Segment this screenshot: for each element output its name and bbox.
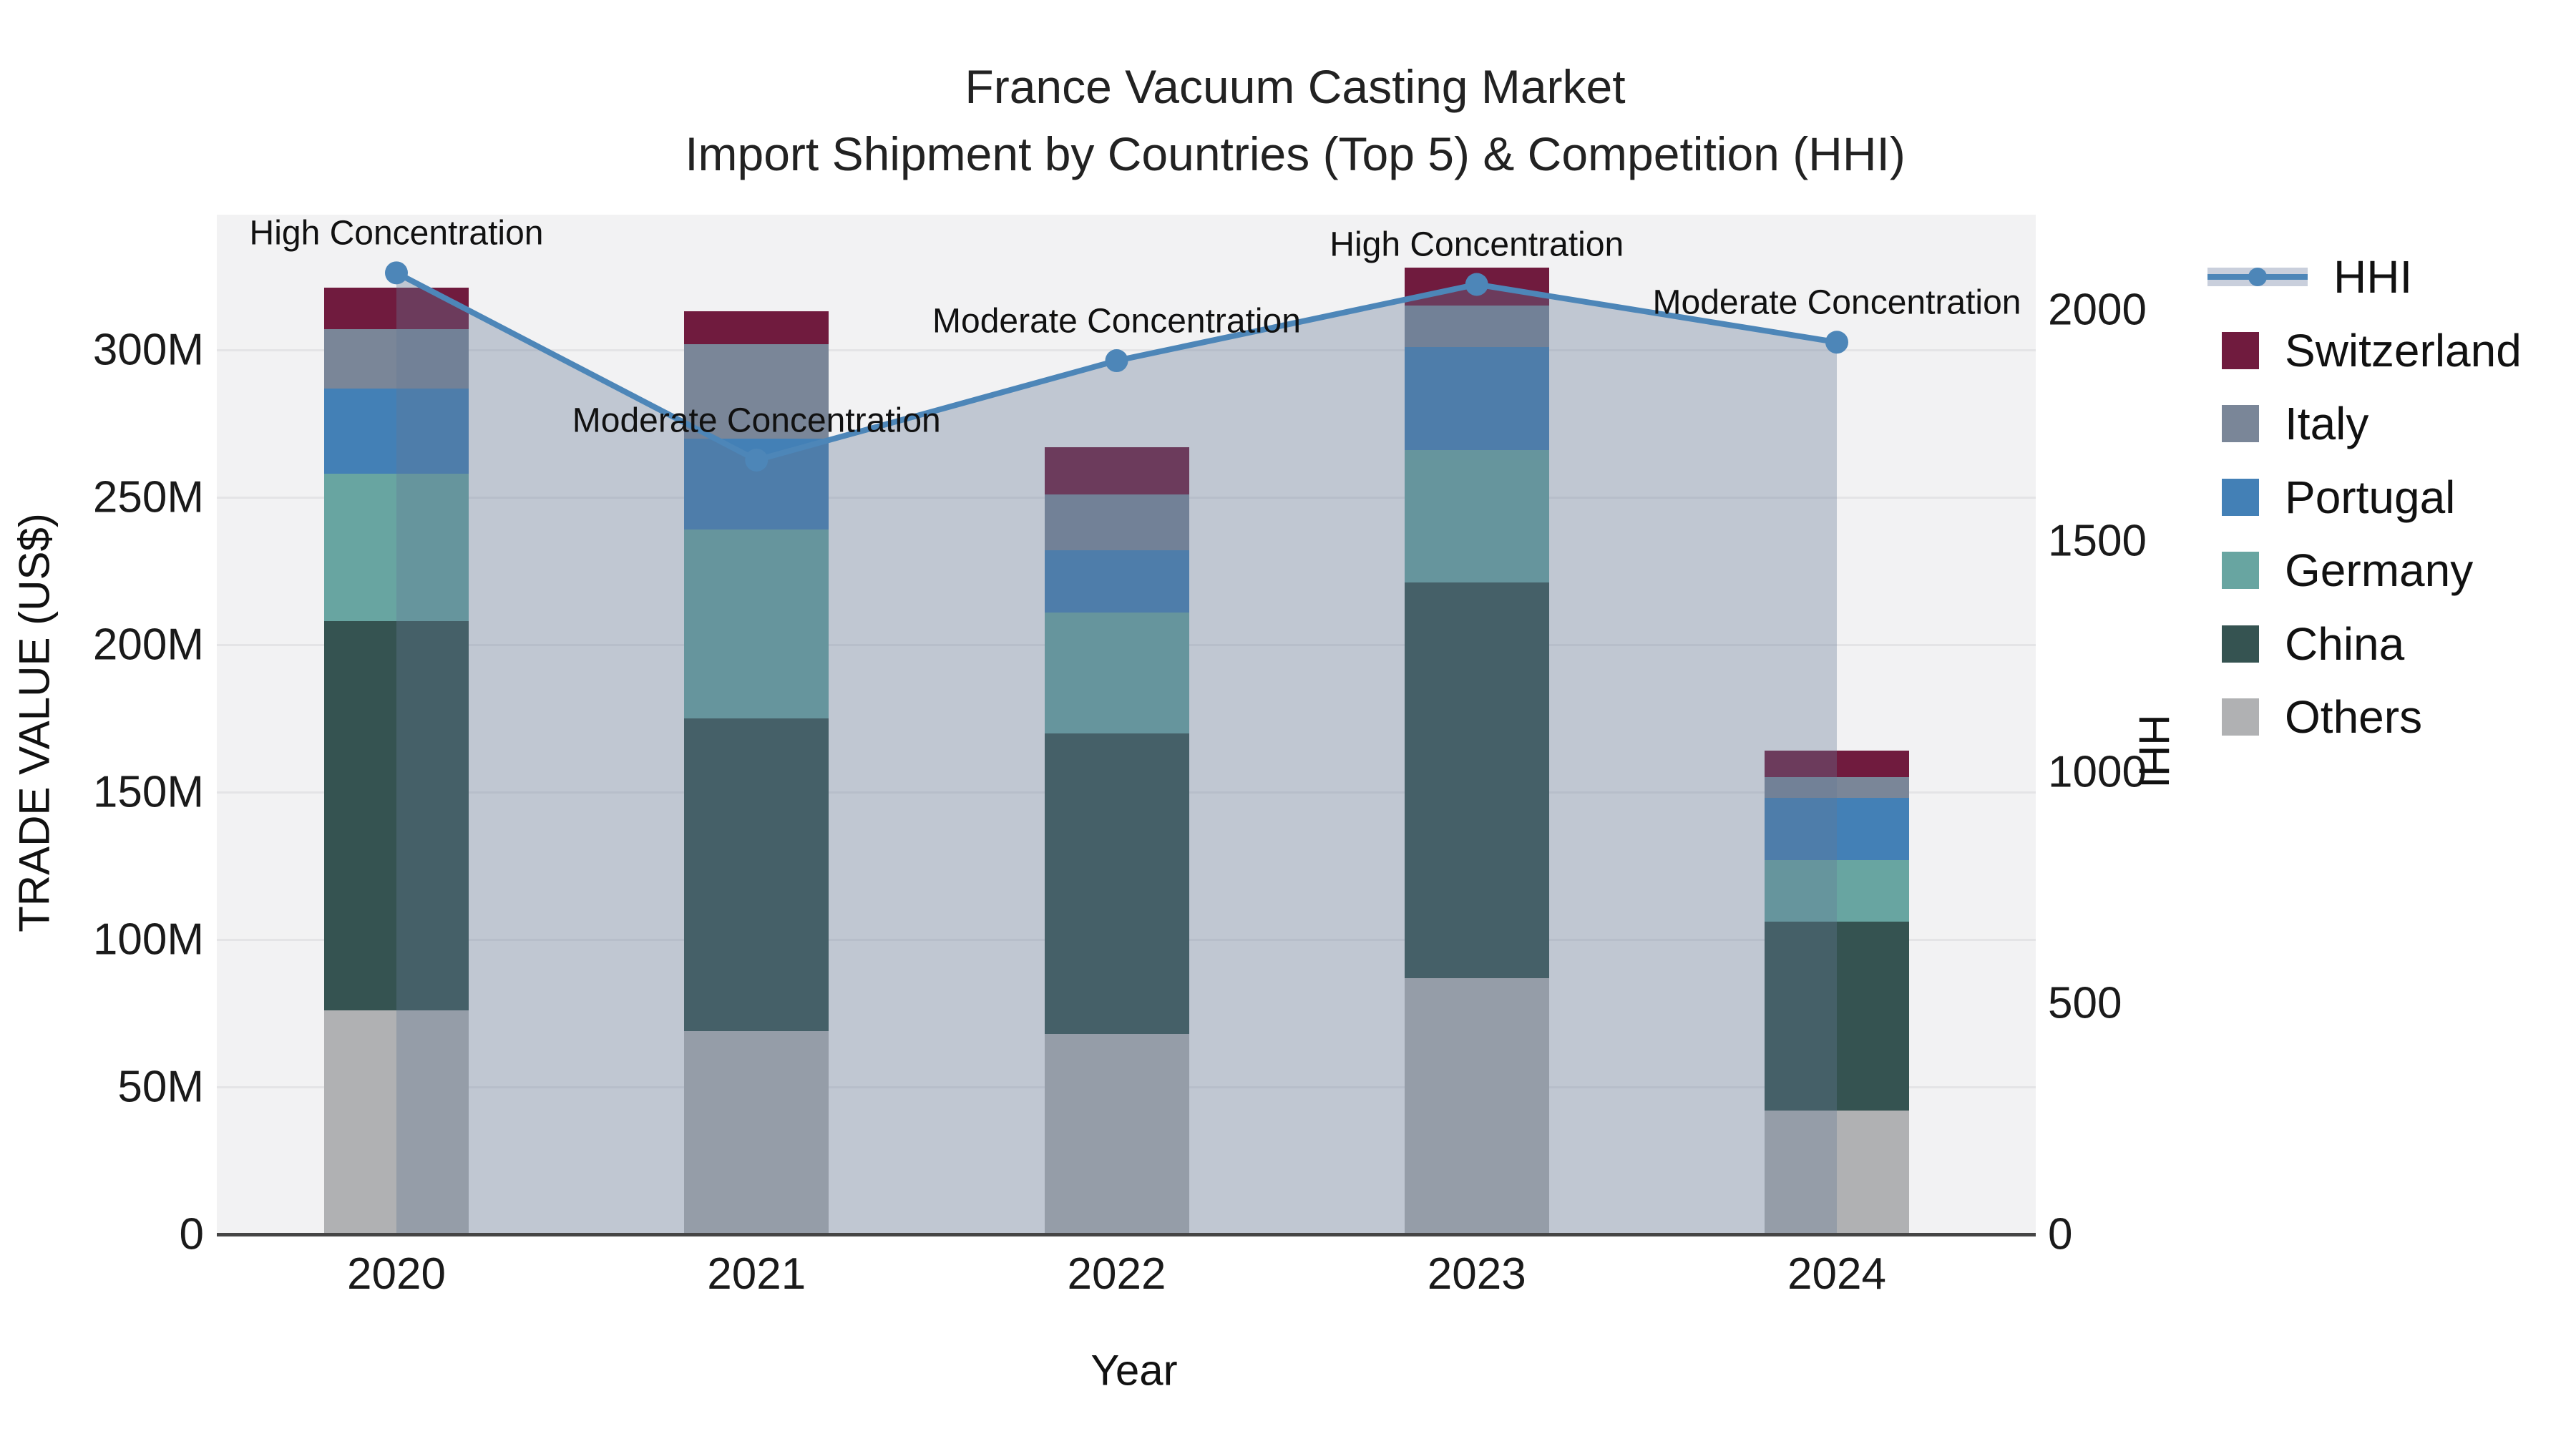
legend-label-china: China [2285,618,2405,670]
bar-segment-2024-portugal[interactable] [1765,798,1909,860]
legend-swatch-germany [2222,552,2259,589]
x-axis-title: Year [1091,1346,1178,1395]
annotation-2023: High Concentration [1330,225,1624,264]
y-left-tick-300M: 300M [92,325,204,375]
legend-item-others[interactable]: Others [2207,691,2423,743]
y-left-tick-200M: 200M [92,620,204,670]
bar-segment-2020-china[interactable] [324,621,469,1010]
legend-label-others: Others [2285,691,2423,743]
y-left-tick-150M: 150M [92,767,204,817]
chart-title: France Vacuum Casting Market Import Ship… [685,63,1906,177]
y-left-tick-100M: 100M [92,914,204,965]
bar-segment-2022-italy[interactable] [1044,494,1189,551]
hhi-marker-2024[interactable] [1825,331,1848,354]
annotation-2021: Moderate Concentration [572,401,941,440]
hhi-marker-2022[interactable] [1105,349,1128,373]
bar-segment-2021-switzerland[interactable] [684,311,829,344]
x-tick-2022: 2022 [1067,1249,1166,1299]
y-left-tick-50M: 50M [117,1062,204,1112]
x-tick-2021: 2021 [707,1249,806,1299]
bar-segment-2023-others[interactable] [1404,977,1549,1234]
legend-swatch-others [2222,698,2259,736]
hhi-marker-2020[interactable] [385,261,408,285]
bar-segment-2020-italy[interactable] [324,329,469,389]
annotation-2022: Moderate Concentration [932,302,1301,341]
y-right-tick-500: 500 [2048,978,2122,1028]
hhi-marker-2023[interactable] [1465,273,1488,296]
bar-segment-2023-china[interactable] [1404,582,1549,978]
legend-swatch-china [2222,625,2259,663]
gridline-300M [217,348,2036,351]
y-left-tick-0: 0 [179,1209,204,1259]
y-axis-title-right: HHI [2129,714,2178,789]
bar-segment-2022-portugal[interactable] [1044,550,1189,613]
legend-label-germany: Germany [2285,545,2474,596]
legend-label-hhi: HHI [2333,251,2413,303]
y-right-tick-1000: 1000 [2048,747,2147,797]
bar-segment-2020-portugal[interactable] [324,388,469,474]
hhi-marker-2021[interactable] [745,448,769,472]
legend-label-switzerland: Switzerland [2285,324,2522,376]
x-axis-line [217,1233,2036,1236]
annotation-2024: Moderate Concentration [1652,283,2021,322]
bar-segment-2024-italy[interactable] [1765,777,1909,799]
hhi-line-icon [2207,263,2308,291]
bar-segment-2024-others[interactable] [1765,1110,1909,1234]
y-left-tick-250M: 250M [92,472,204,522]
legend-swatch-italy [2222,405,2259,442]
legend-label-italy: Italy [2285,398,2369,449]
bar-segment-2024-china[interactable] [1765,922,1909,1111]
bar-segment-2022-china[interactable] [1044,733,1189,1034]
y-right-tick-0: 0 [2048,1209,2073,1259]
bar-segment-2021-others[interactable] [684,1030,829,1234]
annotation-2020: High Concentration [249,214,544,253]
y-right-tick-1500: 1500 [2048,516,2147,566]
legend-item-hhi[interactable]: HHI [2207,251,2413,303]
bar-segment-2023-italy[interactable] [1404,306,1549,347]
legend-swatch-switzerland [2222,331,2259,369]
legend-item-italy[interactable]: Italy [2207,398,2369,449]
bar-segment-2020-germany[interactable] [324,474,469,622]
x-tick-2023: 2023 [1427,1249,1526,1299]
bar-segment-2021-italy[interactable] [684,343,829,439]
bar-segment-2022-others[interactable] [1044,1033,1189,1234]
legend-label-portugal: Portugal [2285,471,2456,523]
bar-segment-2021-germany[interactable] [684,530,829,718]
y-right-tick-2000: 2000 [2048,285,2147,335]
chart-title-line1: France Vacuum Casting Market [965,60,1626,113]
legend-item-portugal[interactable]: Portugal [2207,471,2456,523]
bar-segment-2021-china[interactable] [684,718,829,1031]
legend-swatch-portugal [2222,478,2259,516]
legend-item-switzerland[interactable]: Switzerland [2207,324,2522,376]
bar-segment-2024-germany[interactable] [1765,859,1909,922]
y-axis-title-left: TRADE VALUE (US$) [10,513,59,932]
bar-segment-2024-switzerland[interactable] [1765,751,1909,778]
bar-segment-2023-portugal[interactable] [1404,346,1549,451]
x-tick-2020: 2020 [347,1249,446,1299]
x-tick-2024: 2024 [1787,1249,1886,1299]
bar-segment-2023-germany[interactable] [1404,450,1549,583]
bar-segment-2022-germany[interactable] [1044,612,1189,733]
hhi-area-fill [396,273,1837,1234]
chart-title-line2: Import Shipment by Countries (Top 5) & C… [685,127,1906,180]
bar-segment-2020-others[interactable] [324,1010,469,1234]
bar-segment-2022-switzerland[interactable] [1044,447,1189,494]
hhi-marker-icon [2248,268,2267,286]
legend-item-china[interactable]: China [2207,618,2405,670]
legend-item-germany[interactable]: Germany [2207,545,2474,596]
